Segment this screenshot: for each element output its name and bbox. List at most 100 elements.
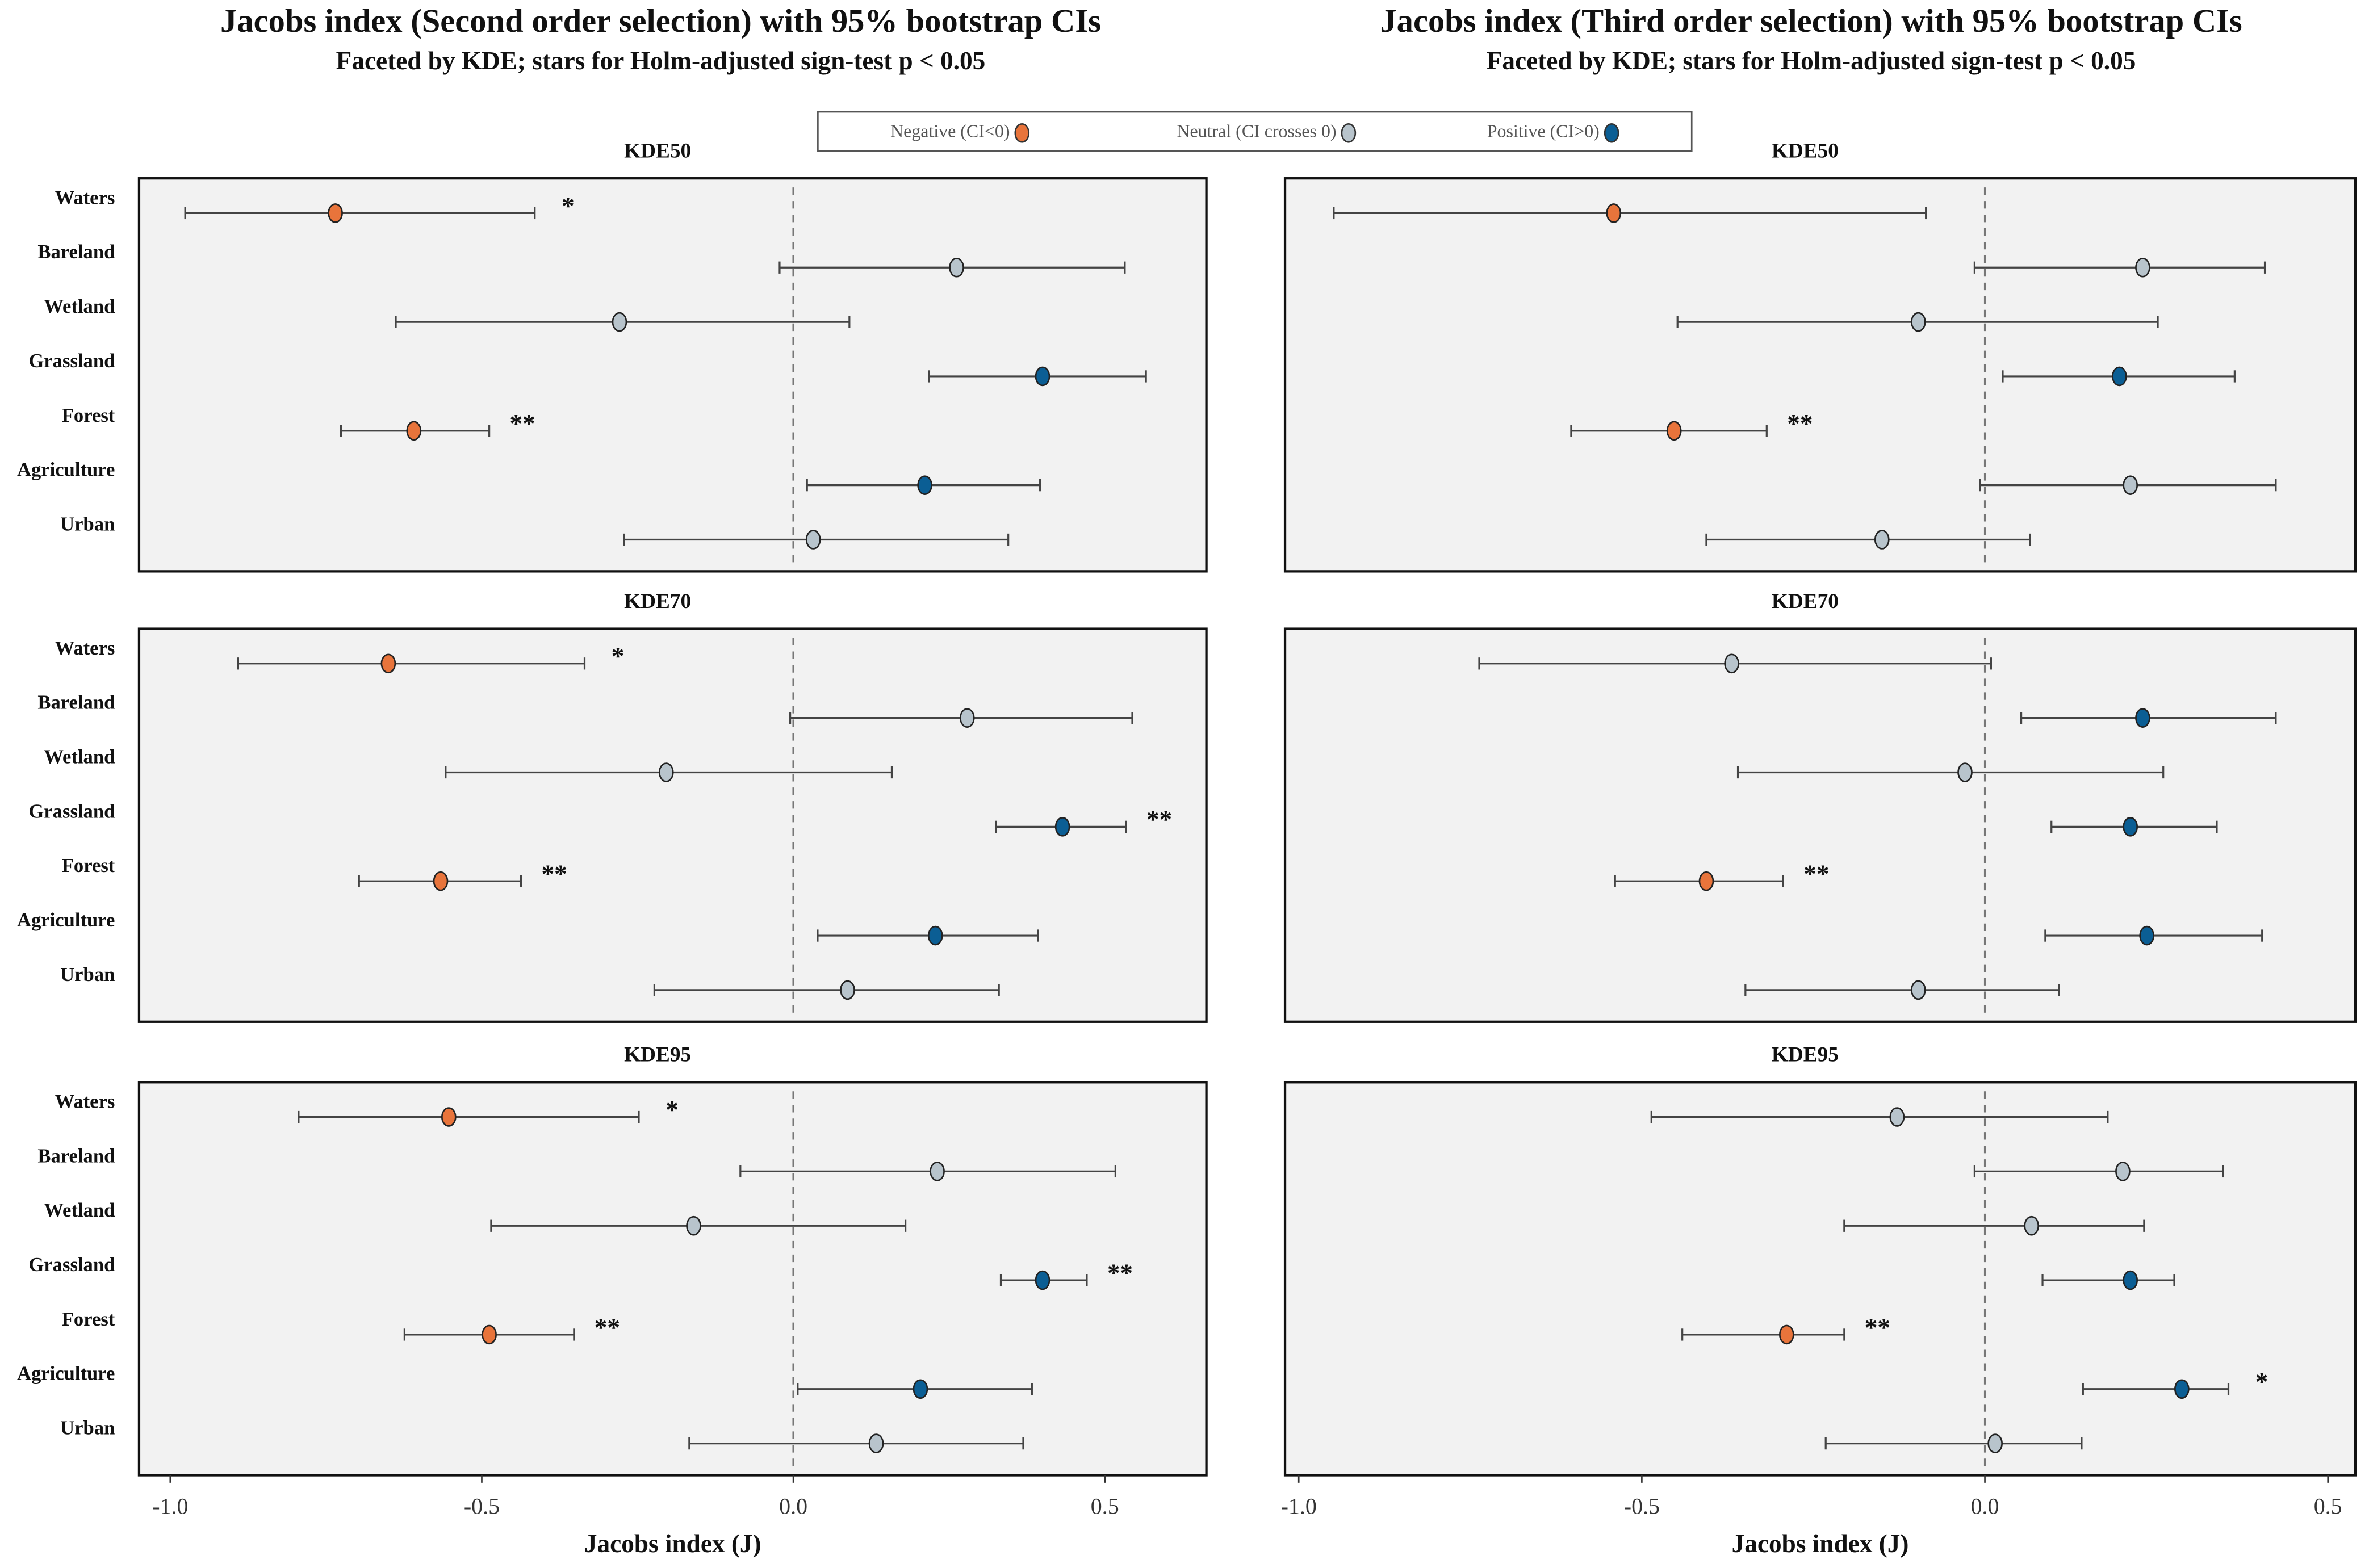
category-label: Agriculture — [17, 459, 115, 481]
category-label: Waters — [55, 187, 115, 208]
chart-title: Jacobs index (Third order selection) wit… — [1380, 2, 2242, 39]
point-estimate — [1698, 871, 1714, 891]
x-tick-label: -1.0 — [152, 1493, 188, 1519]
legend-label: Positive (CI>0) — [1487, 121, 1600, 141]
legend-marker — [1014, 123, 1030, 143]
significance-stars: ** — [1803, 860, 1829, 888]
category-label: Bareland — [37, 1145, 115, 1167]
point-estimate — [2123, 475, 2138, 495]
point-estimate — [1606, 203, 1622, 223]
chart-subtitle: Faceted by KDE; stars for Holm-adjusted … — [1487, 47, 2136, 75]
x-tick-label: 0.0 — [1971, 1493, 1999, 1519]
point-estimate — [805, 530, 821, 550]
point-estimate — [482, 1324, 497, 1345]
facet-panel — [137, 1081, 1208, 1477]
facet-panel — [137, 627, 1208, 1023]
facet-title: KDE95 — [624, 1043, 691, 1067]
category-label: Forest — [62, 405, 115, 426]
category-label: Bareland — [37, 692, 115, 714]
point-estimate — [1957, 762, 1973, 782]
significance-stars: ** — [1107, 1259, 1133, 1287]
significance-stars: ** — [1146, 806, 1172, 834]
point-estimate — [2024, 1215, 2040, 1236]
point-estimate — [433, 871, 449, 891]
significance-stars: ** — [510, 409, 535, 438]
point-estimate — [1889, 1107, 1905, 1127]
point-estimate — [2123, 1270, 2138, 1290]
point-estimate — [1724, 653, 1739, 674]
point-estimate — [2135, 708, 2150, 728]
significance-stars: ** — [595, 1313, 620, 1341]
point-estimate — [930, 1162, 945, 1181]
category-label: Grassland — [28, 800, 115, 822]
point-estimate — [1911, 312, 1926, 332]
point-estimate — [2135, 257, 2150, 278]
significance-stars: * — [666, 1096, 679, 1124]
significance-stars: ** — [542, 860, 567, 888]
point-estimate — [612, 312, 627, 332]
category-label: Grassland — [28, 1254, 115, 1276]
point-estimate — [927, 925, 943, 946]
point-estimate — [917, 475, 932, 495]
significance-stars: ** — [1865, 1313, 1890, 1341]
point-estimate — [2174, 1379, 2190, 1399]
point-estimate — [868, 1433, 884, 1453]
facet-title: KDE50 — [1772, 139, 1839, 162]
significance-stars: * — [612, 642, 625, 670]
point-estimate — [2139, 925, 2155, 946]
x-tick-label: -0.5 — [1624, 1493, 1660, 1519]
legend-label: Negative (CI<0) — [890, 121, 1010, 141]
category-label: Urban — [60, 964, 115, 986]
point-estimate — [2112, 366, 2127, 387]
point-estimate — [2123, 817, 2138, 837]
point-estimate — [949, 257, 964, 278]
point-estimate — [2115, 1162, 2131, 1181]
category-label: Agriculture — [17, 909, 115, 931]
legend-label: Neutral (CI crosses 0) — [1177, 121, 1336, 141]
x-axis-label: Jacobs index (J) — [1732, 1529, 1909, 1558]
category-label: Forest — [62, 1309, 115, 1330]
category-label: Wetland — [44, 746, 115, 768]
x-tick-label: 0.0 — [779, 1493, 807, 1519]
category-label: Bareland — [37, 241, 115, 263]
x-axis-label: Jacobs index (J) — [584, 1529, 761, 1558]
legend-marker — [1604, 123, 1619, 143]
point-estimate — [328, 203, 343, 223]
category-label: Wetland — [44, 1200, 115, 1221]
point-estimate — [406, 421, 422, 441]
facet-panel — [1283, 1081, 2357, 1477]
category-label: Waters — [55, 1091, 115, 1113]
category-label: Urban — [60, 1418, 115, 1439]
point-estimate — [380, 653, 396, 674]
facet-panel — [1283, 627, 2357, 1023]
category-label: Wetland — [44, 296, 115, 317]
point-estimate — [658, 762, 674, 782]
x-tick-label: 0.5 — [1091, 1493, 1119, 1519]
category-label: Forest — [62, 855, 115, 877]
x-tick-label: -1.0 — [1281, 1493, 1317, 1519]
point-estimate — [913, 1379, 928, 1399]
point-estimate — [686, 1215, 701, 1236]
point-estimate — [1874, 530, 1890, 550]
chart-title: Jacobs index (Second order selection) wi… — [220, 2, 1101, 39]
point-estimate — [441, 1107, 457, 1127]
point-estimate — [840, 980, 855, 1000]
facet-title: KDE70 — [1772, 590, 1839, 613]
point-estimate — [1035, 1270, 1050, 1290]
chart-subtitle: Faceted by KDE; stars for Holm-adjusted … — [336, 47, 986, 75]
x-tick-label: -0.5 — [464, 1493, 500, 1519]
category-label: Waters — [55, 638, 115, 659]
facet-title: KDE70 — [624, 590, 691, 613]
x-tick-label: 0.5 — [2314, 1493, 2342, 1519]
point-estimate — [1666, 421, 1682, 441]
point-estimate — [1987, 1433, 2003, 1453]
point-estimate — [959, 708, 975, 728]
category-label: Urban — [60, 513, 115, 535]
legend-marker — [1341, 123, 1357, 143]
facet-title: KDE95 — [1772, 1043, 1839, 1067]
significance-stars: ** — [1787, 409, 1813, 438]
point-estimate — [1779, 1324, 1794, 1345]
significance-stars: * — [562, 192, 575, 220]
